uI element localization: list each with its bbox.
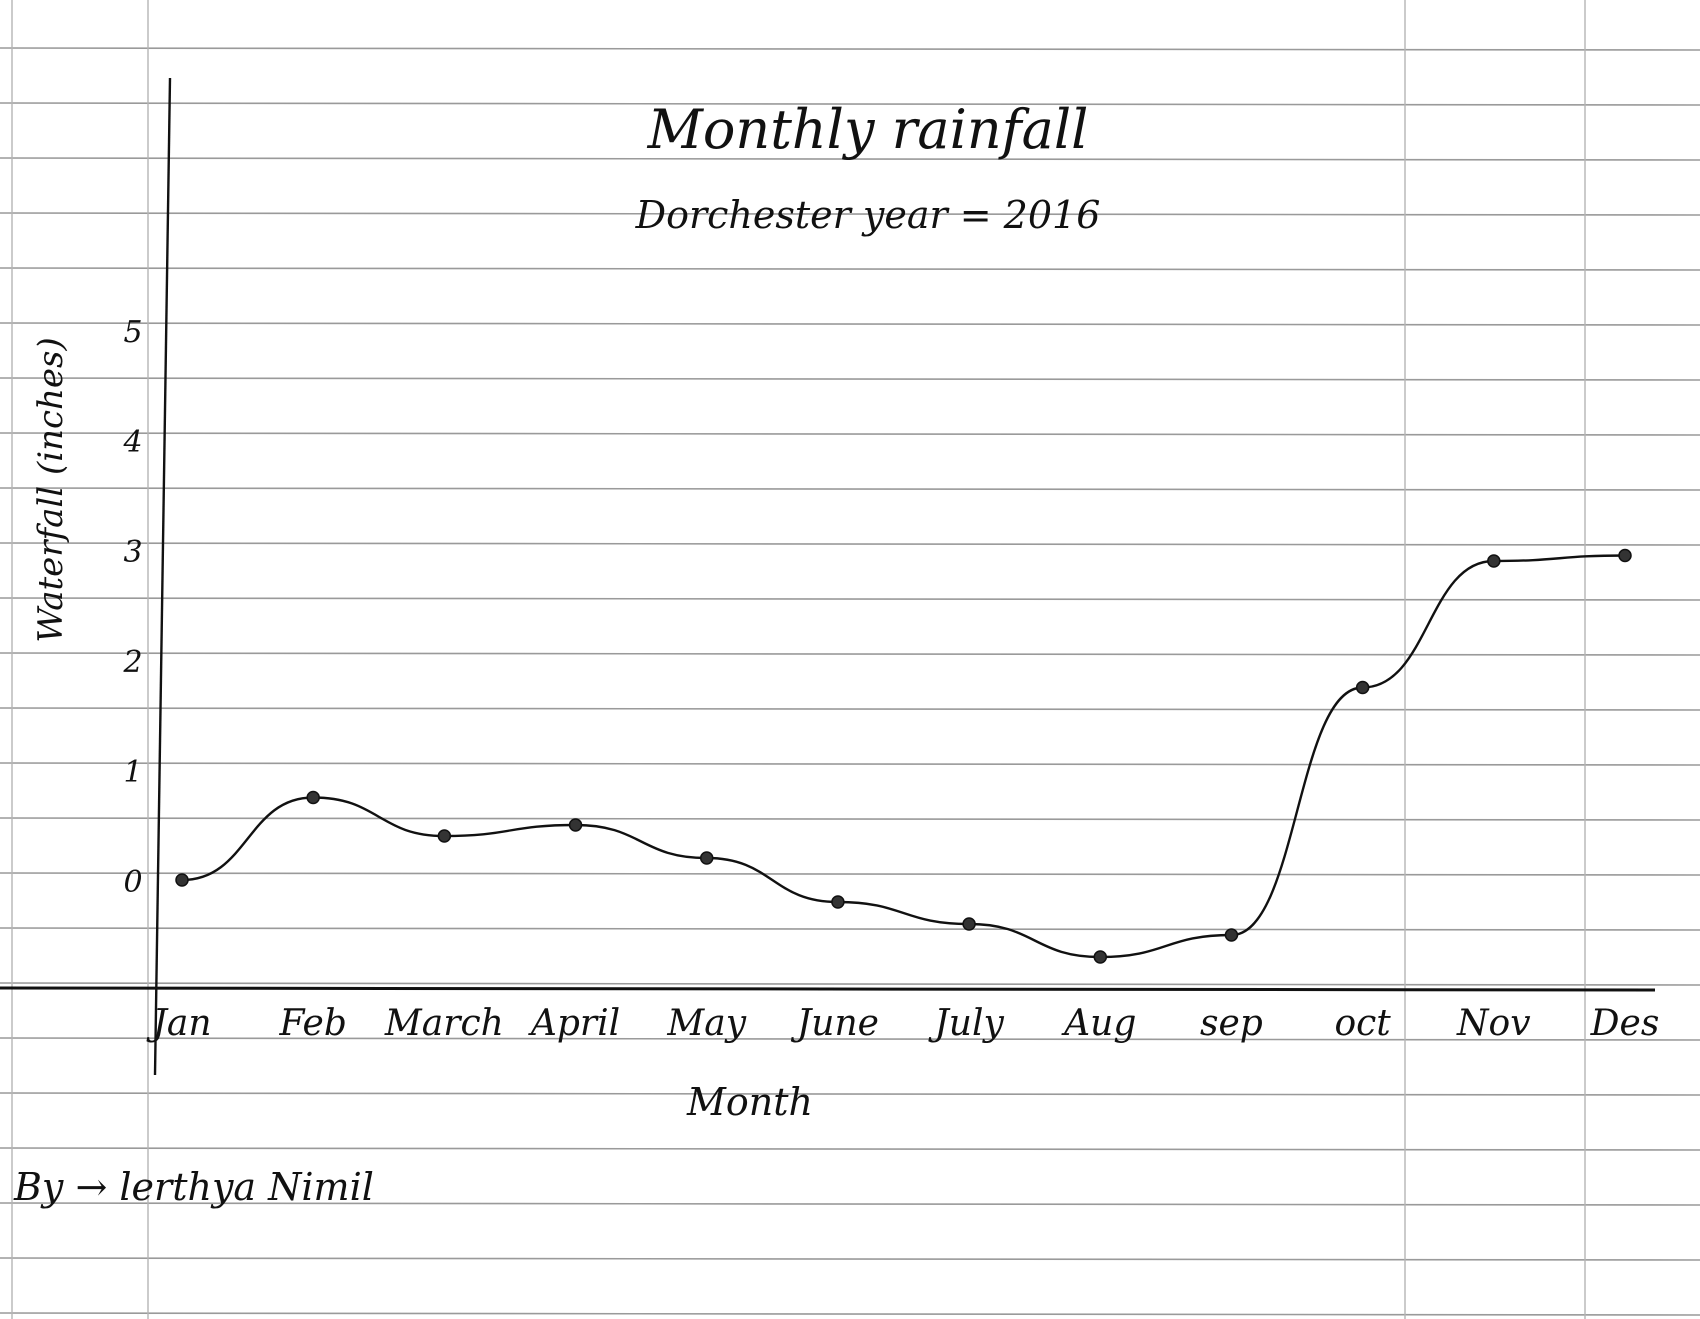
data-points xyxy=(175,548,1632,964)
chart-axes xyxy=(0,77,1656,1076)
data-point xyxy=(568,818,583,832)
ruled-line xyxy=(0,1257,1700,1261)
ruled-line xyxy=(0,1147,1700,1151)
series-line xyxy=(181,554,1626,959)
data-point xyxy=(1224,928,1239,942)
data-point xyxy=(175,873,189,887)
y-tick-label: 2 xyxy=(122,645,142,680)
ruled-line xyxy=(0,432,1700,436)
x-tick-labels: Jan Feb March April May June July Aug sep oct Nov D… xyxy=(145,1003,1659,1044)
ruled-line xyxy=(0,817,1700,821)
x-tick-label: Nov xyxy=(1456,1003,1531,1044)
ruled-line xyxy=(0,377,1700,381)
y-tick-labels: 0 1 2 3 4 5 xyxy=(122,315,142,900)
ruled-line xyxy=(0,1312,1700,1316)
ruled-line xyxy=(0,762,1700,766)
y-tick-label: 4 xyxy=(122,425,142,460)
ruled-line xyxy=(0,707,1700,711)
data-point xyxy=(962,917,976,931)
data-point xyxy=(831,895,845,909)
data-point xyxy=(1618,548,1632,563)
x-tick-label: May xyxy=(666,1003,746,1044)
ruled-line xyxy=(0,1202,1700,1206)
data-point xyxy=(437,829,452,843)
ruled-line xyxy=(0,1092,1700,1096)
x-tick-label: oct xyxy=(1334,1003,1391,1044)
ruled-line xyxy=(0,47,1700,51)
y-tick-label: 3 xyxy=(123,535,142,570)
author-signature: By → lerthya Nimil xyxy=(13,1165,374,1209)
ruled-line xyxy=(0,267,1700,271)
x-tick-label: sep xyxy=(1200,1003,1263,1044)
ruled-line xyxy=(0,597,1700,601)
data-point xyxy=(1355,680,1370,695)
ruled-line xyxy=(0,927,1700,931)
ruled-line xyxy=(0,487,1700,491)
data-point xyxy=(1487,554,1501,568)
data-point xyxy=(699,851,714,865)
x-axis-line xyxy=(0,986,1656,992)
ruled-line xyxy=(0,212,1700,216)
chart-subtitle: Dorchester year = 2016 xyxy=(635,193,1101,237)
data-point xyxy=(306,790,320,805)
y-axis-line xyxy=(153,77,172,1076)
ruled-line xyxy=(0,652,1700,656)
ruled-line xyxy=(0,982,1700,986)
ruled-line xyxy=(0,102,1700,106)
series-path xyxy=(181,554,1626,959)
ruled-line xyxy=(0,872,1700,876)
x-tick-label: Feb xyxy=(279,1003,347,1044)
y-tick-label: 0 xyxy=(123,865,142,900)
y-tick-label: 1 xyxy=(123,755,142,790)
y-tick-label: 5 xyxy=(123,315,142,350)
ruled-line xyxy=(0,542,1700,546)
x-tick-label: April xyxy=(528,1003,620,1044)
y-axis-label: Waterfall (inches) xyxy=(31,337,71,643)
x-axis-label: Month xyxy=(686,1080,813,1124)
ruled-lines xyxy=(0,47,1700,1316)
ruled-line xyxy=(0,157,1700,161)
x-tick-label: July xyxy=(927,1003,1004,1044)
x-tick-label: Jan xyxy=(145,1003,211,1044)
x-tick-label: Des xyxy=(1590,1003,1660,1044)
chart-title: Monthly rainfall xyxy=(647,98,1089,161)
margin-lines xyxy=(11,0,1586,1319)
data-point xyxy=(1093,950,1108,964)
ruled-line xyxy=(0,322,1700,326)
x-tick-label: March xyxy=(384,1003,504,1044)
x-tick-label: June xyxy=(790,1003,879,1044)
x-tick-label: Aug xyxy=(1061,1003,1136,1044)
ruled-line xyxy=(0,1037,1700,1041)
